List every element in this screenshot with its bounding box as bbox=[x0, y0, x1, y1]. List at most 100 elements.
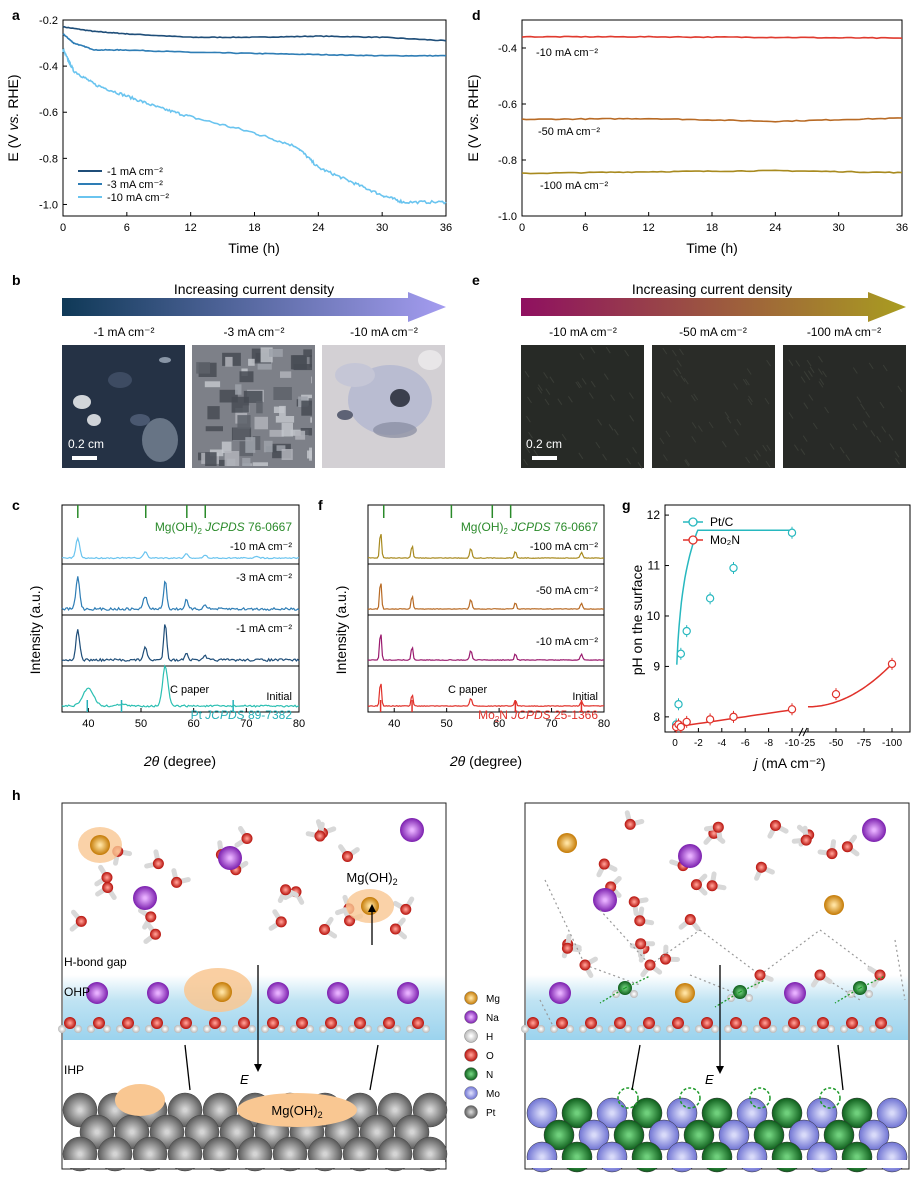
g-xtick-label: -2 bbox=[694, 738, 703, 749]
arrow-line bbox=[369, 1044, 379, 1091]
na-ion bbox=[400, 818, 424, 842]
fiber bbox=[756, 450, 761, 457]
water-oxygen bbox=[344, 915, 356, 927]
flake bbox=[242, 458, 251, 466]
h-bond bbox=[689, 974, 741, 996]
xrd-trace-2 bbox=[61, 624, 300, 663]
ihp-hydrogen bbox=[811, 1025, 819, 1033]
flake bbox=[237, 415, 251, 430]
ihp-oxygen bbox=[64, 1017, 76, 1029]
na-ion bbox=[593, 888, 617, 912]
photo-e2 bbox=[652, 345, 775, 468]
surface-atom bbox=[648, 1119, 680, 1151]
ihp-oxygen bbox=[672, 1017, 684, 1029]
xrd-trace-0 bbox=[62, 536, 300, 560]
ihp-hydrogen bbox=[393, 1025, 401, 1033]
ihp-hydrogen bbox=[87, 1025, 95, 1033]
h-bond bbox=[649, 929, 701, 966]
xrd-xtick-label: 60 bbox=[188, 718, 200, 730]
ihp-hydrogen bbox=[248, 1025, 256, 1033]
label-ohp: OHP bbox=[64, 985, 90, 999]
flake bbox=[276, 445, 286, 451]
ihp-band-left bbox=[63, 1040, 445, 1095]
a-xtick-label: 18 bbox=[248, 222, 260, 234]
fiber bbox=[590, 346, 596, 354]
water-oxygen bbox=[75, 915, 87, 927]
d-ytick-label: -1.0 bbox=[498, 211, 517, 223]
ihp-hydrogen bbox=[377, 1025, 385, 1033]
ihp-oxygen bbox=[875, 1017, 887, 1029]
fiber bbox=[895, 458, 900, 465]
ihp-hydrogen bbox=[695, 1025, 703, 1033]
a-series-line-2 bbox=[62, 47, 447, 205]
d-xtick-label: 24 bbox=[769, 222, 781, 234]
a-series-line-0 bbox=[62, 25, 447, 42]
water-oxygen bbox=[561, 942, 573, 954]
panel-label-h: h bbox=[12, 787, 21, 803]
surface-atom bbox=[613, 1119, 645, 1151]
legend-atom-label-n: N bbox=[486, 1070, 493, 1081]
ihp-hydrogen bbox=[740, 1025, 748, 1033]
fiber bbox=[879, 401, 885, 409]
fiber bbox=[575, 381, 581, 389]
fiber bbox=[662, 347, 668, 355]
water-oxygen bbox=[319, 923, 331, 935]
ihp-hydrogen bbox=[306, 1025, 314, 1033]
ihp-oxygen bbox=[759, 1017, 771, 1029]
legend-atom-h bbox=[464, 1029, 478, 1043]
legend-label-1: -1 mA cm⁻² bbox=[107, 166, 163, 178]
chart-c-trace-label-3: -1 mA cm⁻² bbox=[236, 623, 292, 635]
fiber bbox=[856, 396, 862, 403]
fiber bbox=[578, 452, 584, 460]
panel-label-a: a bbox=[12, 7, 20, 23]
a-ytick-label: -0.2 bbox=[39, 15, 58, 27]
d-xtick-label: 6 bbox=[582, 222, 588, 234]
scale-text-b: 0.2 cm bbox=[68, 437, 104, 451]
flake bbox=[273, 387, 292, 400]
mgoh2-cloud-bottom bbox=[237, 1093, 357, 1127]
fiber bbox=[852, 423, 858, 431]
water-oxygen bbox=[400, 903, 412, 915]
na-ion bbox=[678, 844, 702, 868]
fiber bbox=[897, 385, 903, 393]
chart-f-xlabel: 2θ (degree) bbox=[449, 753, 522, 769]
xrd-trace-1 bbox=[61, 576, 300, 612]
mg-ion bbox=[675, 983, 695, 1003]
fiber bbox=[537, 384, 543, 391]
fiber bbox=[793, 444, 799, 451]
ihp-hydrogen bbox=[769, 1025, 777, 1033]
panel-e: Increasing current density -10 mA cm⁻² -… bbox=[521, 281, 906, 469]
flake bbox=[205, 426, 223, 432]
water-oxygen bbox=[145, 911, 157, 923]
flake bbox=[310, 417, 312, 423]
fiber bbox=[805, 373, 811, 381]
fiber bbox=[721, 440, 727, 448]
ihp-hydrogen bbox=[753, 1025, 761, 1033]
xrd-trace-2 bbox=[367, 634, 605, 661]
ihp-oxygen bbox=[817, 1017, 829, 1029]
ihp-hydrogen bbox=[827, 1025, 835, 1033]
fiber bbox=[561, 433, 567, 441]
label-mgoh2-bottom: Mg(OH)2 bbox=[271, 1103, 322, 1120]
g-fit-line-1b bbox=[807, 664, 892, 708]
fiber bbox=[671, 349, 677, 357]
ihp-hydrogen bbox=[364, 1025, 372, 1033]
fiber bbox=[544, 398, 550, 406]
d-ytick-label: -0.8 bbox=[498, 155, 517, 167]
ihp-hydrogen bbox=[190, 1025, 198, 1033]
fiber bbox=[528, 431, 533, 439]
water-oxygen bbox=[755, 861, 767, 873]
g-xtick-label: -75 bbox=[857, 738, 872, 749]
mgoh2-cloud bbox=[115, 1084, 165, 1116]
fiber bbox=[745, 456, 751, 464]
chart-g: 8 9 10 11 12 0 -2 -4 -6 -8 -10 -25 -50 -75 -100 Pt/C M… bbox=[629, 504, 911, 771]
fiber bbox=[659, 437, 665, 445]
ihp-hydrogen bbox=[203, 1025, 211, 1033]
surface-atom bbox=[788, 1119, 820, 1151]
na-ion bbox=[549, 982, 571, 1004]
h-atom bbox=[727, 994, 735, 1002]
fiber bbox=[608, 424, 614, 431]
label-field-left: E bbox=[240, 1072, 249, 1087]
legend-atom-pt bbox=[464, 1105, 478, 1119]
panel-label-f: f bbox=[318, 497, 323, 513]
